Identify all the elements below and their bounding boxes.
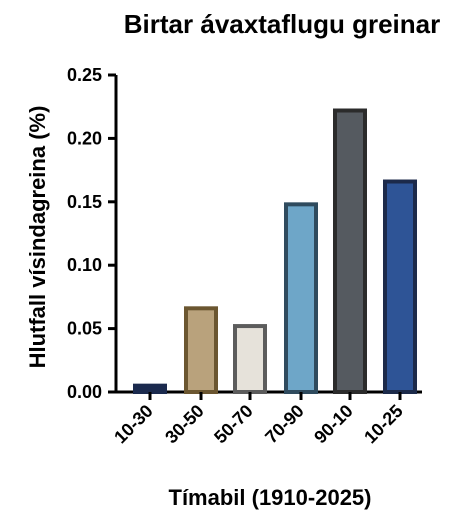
bar-10-25 bbox=[383, 179, 417, 394]
x-tick-label: 50-70 bbox=[210, 401, 257, 448]
y-tick-label: 0.20 bbox=[67, 128, 102, 148]
bar-50-70 bbox=[233, 324, 267, 394]
bar-10-30 bbox=[133, 383, 167, 395]
x-tick-label: 70-90 bbox=[261, 401, 308, 448]
y-tick-label: 0.15 bbox=[67, 192, 102, 212]
x-tick-label: 10-25 bbox=[360, 401, 407, 448]
bar-30-50 bbox=[184, 306, 218, 395]
y-tick-label: 0.00 bbox=[67, 382, 102, 402]
bar-90-10 bbox=[333, 108, 367, 394]
x-axis-label: Tímabil (1910-2025) bbox=[169, 485, 372, 510]
y-tick-label: 0.05 bbox=[67, 319, 102, 339]
plot-area: 0.00 0.05 0.10 0.15 0.20 0.25 10-30 30-50 50-70 7… bbox=[67, 65, 422, 447]
x-tick-label: 30-50 bbox=[161, 401, 208, 448]
x-tick-label: 90-10 bbox=[310, 401, 357, 448]
x-tick-label: 10-30 bbox=[110, 401, 157, 448]
y-tick-label: 0.10 bbox=[67, 255, 102, 275]
chart-title: Birtar ávaxtaflugu greinar bbox=[124, 9, 440, 39]
y-tick-label: 0.25 bbox=[67, 65, 102, 85]
bar-70-90 bbox=[284, 202, 318, 394]
y-axis-label: Hlutfall vísindagreina (%) bbox=[25, 106, 50, 369]
